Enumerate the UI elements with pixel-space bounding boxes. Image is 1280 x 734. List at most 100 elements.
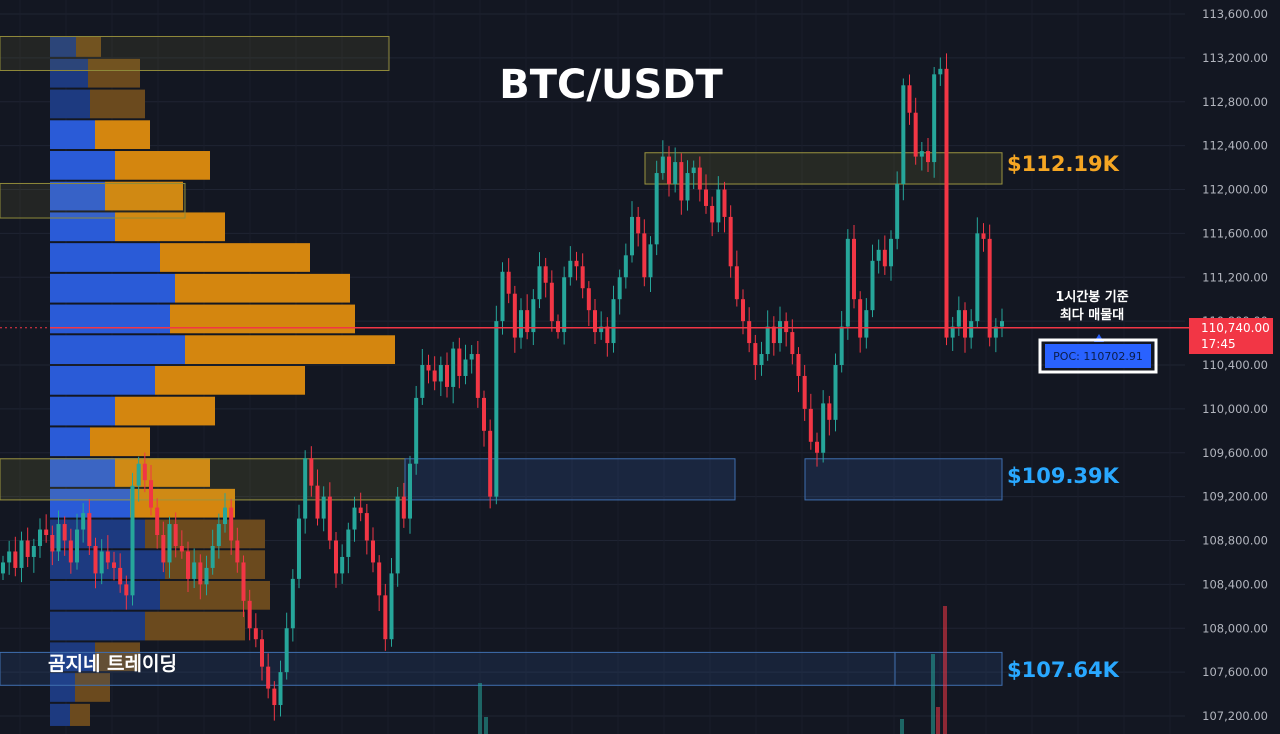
vp-sell-bar xyxy=(95,120,150,150)
candle-down xyxy=(432,356,437,391)
vp-buy-bar xyxy=(50,488,130,518)
volume-profile xyxy=(50,36,395,726)
candle-body xyxy=(716,189,721,223)
candle-body xyxy=(537,266,542,300)
candle-body xyxy=(124,584,129,596)
y-tick-label: 112,000.00 xyxy=(1202,183,1268,197)
candle-up xyxy=(99,539,104,585)
candle-body xyxy=(475,354,480,398)
candle-body xyxy=(950,326,955,338)
vp-buy-bar xyxy=(50,273,175,303)
candle-body xyxy=(173,524,178,546)
candle-up xyxy=(969,309,974,349)
candle-body xyxy=(223,507,227,525)
vp-sell-bar xyxy=(145,611,245,641)
candle-down xyxy=(482,390,486,447)
candle-body xyxy=(667,156,671,185)
candle-body xyxy=(784,321,789,333)
level-label-109-39k: $109.39K xyxy=(1007,464,1120,488)
candle-body xyxy=(346,529,351,557)
volume-bar xyxy=(936,707,940,734)
candle-body xyxy=(395,496,400,574)
vp-buy-bar xyxy=(50,304,170,334)
candle-body xyxy=(13,551,18,568)
vp-sell-bar xyxy=(130,488,235,518)
candle-body xyxy=(142,463,147,481)
candle-down xyxy=(790,319,795,365)
vp-buy-bar xyxy=(50,212,115,242)
candle-down xyxy=(697,156,702,202)
candle-body xyxy=(790,332,795,355)
candle-down xyxy=(907,74,912,125)
candle-down xyxy=(50,525,55,566)
candle-down xyxy=(186,541,190,593)
candle-body xyxy=(371,540,375,563)
vp-buy-bar xyxy=(50,89,90,119)
y-tick-label: 113,600.00 xyxy=(1202,7,1268,21)
y-tick-label: 111,600.00 xyxy=(1202,226,1268,240)
candle-up xyxy=(469,345,474,374)
candle-up xyxy=(167,516,172,578)
vp-sell-bar xyxy=(185,335,395,364)
vp-sell-bar xyxy=(115,396,215,426)
price-axis[interactable]: 113,600.00 113,200.00 112,800.00 112,400.00… xyxy=(1202,7,1268,723)
y-tick-label: 108,400.00 xyxy=(1202,577,1268,591)
y-tick-label: 109,600.00 xyxy=(1202,446,1268,460)
candle-body xyxy=(827,403,832,420)
candle-body xyxy=(839,326,844,365)
candle-body xyxy=(334,540,338,574)
candle-body xyxy=(500,271,505,322)
candle-down xyxy=(679,153,684,215)
candle-body xyxy=(68,540,73,563)
candle-body xyxy=(728,216,733,267)
candle-down xyxy=(309,446,314,497)
candle-down xyxy=(882,235,887,275)
candle-down xyxy=(926,137,930,172)
candle-body xyxy=(7,551,12,563)
candle-down xyxy=(173,512,178,558)
candle-body xyxy=(710,205,715,223)
candle-down xyxy=(944,53,949,346)
candle-body xyxy=(130,485,135,596)
candle-up xyxy=(950,316,955,351)
volume-bar xyxy=(484,717,488,734)
candle-body xyxy=(519,310,523,338)
volume-bar xyxy=(478,683,482,734)
candle-down xyxy=(179,530,184,559)
candle-up xyxy=(876,239,881,274)
zone-107-64k-b xyxy=(894,651,1003,686)
y-tick-label: 107,200.00 xyxy=(1202,709,1268,723)
candle-body xyxy=(31,545,36,557)
candle-up xyxy=(562,266,567,345)
candle-body xyxy=(679,162,684,201)
candle-body xyxy=(62,524,67,541)
candle-up xyxy=(346,522,351,574)
volume-bar xyxy=(900,719,904,734)
vp-buy-bar xyxy=(50,36,76,57)
candle-down xyxy=(796,347,801,393)
zone-107-64k-a xyxy=(0,651,896,686)
candle-body xyxy=(642,233,647,278)
candle-body xyxy=(327,496,332,541)
candle-up xyxy=(993,318,998,353)
candle-body xyxy=(636,216,641,234)
candle-body xyxy=(81,513,86,530)
vp-sell-bar xyxy=(160,580,270,610)
candle-down xyxy=(913,97,918,165)
candle-down xyxy=(642,219,647,287)
candle-up xyxy=(216,513,221,559)
candle-body xyxy=(266,666,271,689)
candle-down xyxy=(253,613,258,648)
candle-up xyxy=(130,472,135,606)
candle-body xyxy=(210,545,215,568)
candle-body xyxy=(278,672,283,706)
candle-down xyxy=(426,354,431,384)
candle-up xyxy=(919,142,924,171)
poc-note-line2: 최다 매물대 xyxy=(1060,307,1124,323)
y-tick-label: 107,600.00 xyxy=(1202,665,1268,679)
candle-down xyxy=(667,146,671,197)
candle-down xyxy=(475,340,480,408)
candle-body xyxy=(297,518,301,579)
candle-down xyxy=(771,316,776,356)
candle-body xyxy=(1,562,5,574)
